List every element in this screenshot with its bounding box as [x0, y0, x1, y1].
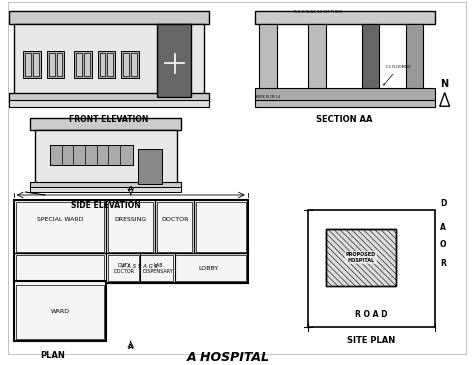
- Bar: [30, 182, 182, 189]
- Bar: [326, 229, 396, 286]
- Text: C.C.FLOORING: C.C.FLOORING: [383, 65, 411, 85]
- Bar: [49, 53, 55, 76]
- Text: R: R: [440, 259, 446, 268]
- Bar: [326, 229, 396, 286]
- Text: A HOSPITAL: A HOSPITAL: [187, 351, 270, 364]
- Bar: [255, 11, 435, 24]
- Bar: [157, 24, 191, 97]
- Text: SPECIAL WARD: SPECIAL WARD: [37, 217, 84, 222]
- Text: D: D: [440, 199, 446, 208]
- Bar: [98, 51, 115, 78]
- Bar: [121, 51, 138, 78]
- Bar: [109, 202, 153, 251]
- Bar: [318, 219, 425, 299]
- Text: R.C.C SLAB 10 CM THICK: R.C.C SLAB 10 CM THICK: [293, 10, 342, 14]
- Bar: [26, 53, 31, 76]
- Bar: [16, 255, 104, 281]
- Bar: [14, 200, 248, 283]
- Bar: [137, 149, 162, 184]
- Bar: [33, 53, 39, 76]
- Bar: [16, 202, 104, 251]
- Text: O: O: [440, 240, 447, 249]
- Text: A: A: [128, 344, 133, 350]
- Text: N: N: [441, 79, 449, 89]
- Bar: [259, 24, 277, 102]
- Text: DOCTOR: DOCTOR: [161, 217, 188, 222]
- Text: A: A: [128, 186, 133, 192]
- Bar: [196, 202, 246, 251]
- Bar: [255, 100, 435, 107]
- Bar: [74, 51, 92, 78]
- Text: DUTY
DOCTOR: DUTY DOCTOR: [113, 263, 135, 273]
- Bar: [14, 281, 106, 341]
- Bar: [30, 118, 182, 130]
- Bar: [308, 24, 326, 102]
- Bar: [308, 210, 435, 327]
- Bar: [107, 53, 113, 76]
- Bar: [56, 53, 63, 76]
- Text: PROPOSED
HOSPITAL: PROPOSED HOSPITAL: [346, 252, 376, 263]
- Bar: [30, 187, 182, 192]
- Bar: [35, 130, 176, 184]
- Text: WARD: WARD: [51, 310, 70, 315]
- Text: R O A D: R O A D: [356, 310, 388, 319]
- Bar: [9, 93, 209, 102]
- Bar: [406, 24, 423, 102]
- Text: DRESSING: DRESSING: [115, 217, 147, 222]
- Bar: [131, 53, 137, 76]
- Bar: [14, 24, 204, 97]
- Bar: [9, 11, 209, 24]
- Bar: [76, 53, 82, 76]
- Bar: [47, 51, 64, 78]
- Text: SIDE ELEVATION: SIDE ELEVATION: [71, 201, 141, 210]
- Text: P A S S A G E: P A S S A G E: [122, 264, 158, 269]
- Bar: [174, 255, 246, 281]
- Bar: [362, 24, 379, 102]
- Text: A: A: [440, 223, 446, 232]
- Text: LOBBY: LOBBY: [199, 266, 219, 270]
- Bar: [9, 100, 209, 107]
- Bar: [84, 53, 90, 76]
- Bar: [50, 145, 133, 165]
- Bar: [16, 285, 104, 339]
- Bar: [24, 51, 41, 78]
- Bar: [255, 88, 435, 102]
- Text: FRONT ELEVATION: FRONT ELEVATION: [69, 115, 148, 124]
- Bar: [109, 255, 138, 281]
- Bar: [157, 202, 192, 251]
- Text: BRICK IN CM 1:4: BRICK IN CM 1:4: [256, 96, 281, 100]
- Text: SECTION AA: SECTION AA: [317, 115, 373, 124]
- Text: PLAN: PLAN: [40, 351, 65, 360]
- Text: SITE PLAN: SITE PLAN: [347, 337, 396, 345]
- Bar: [123, 53, 129, 76]
- Bar: [140, 255, 173, 281]
- Text: LAB
DISPENSARY: LAB DISPENSARY: [143, 263, 173, 273]
- Bar: [100, 53, 105, 76]
